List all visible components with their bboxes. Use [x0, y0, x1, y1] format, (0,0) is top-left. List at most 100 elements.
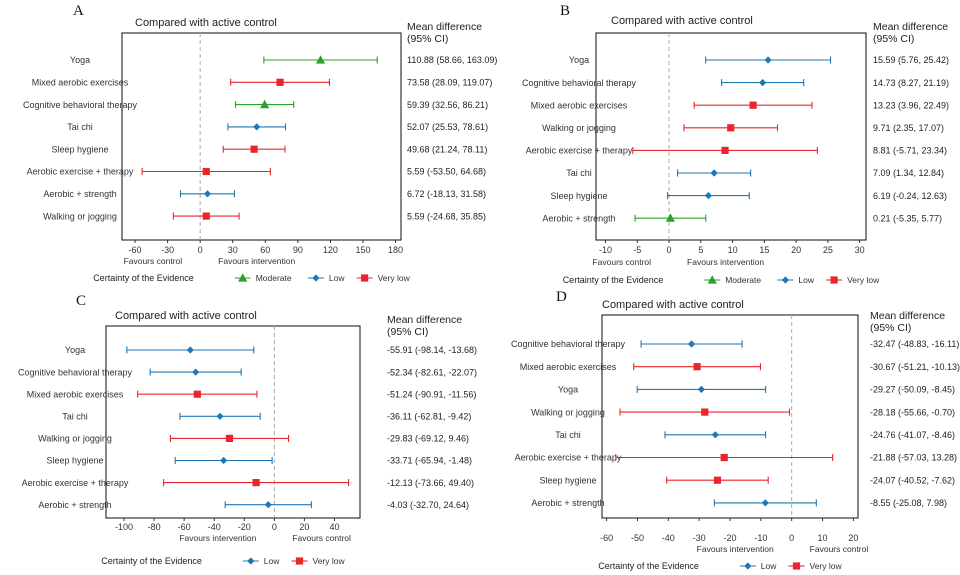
forest-row: Sleep hygiene -24.07 (-40.52, -7.62): [539, 475, 955, 485]
x-tick-label: 10: [728, 245, 738, 255]
ci-value-label: 0.21 (-5.35, 5.77): [873, 213, 942, 223]
point-estimate-marker: [721, 146, 729, 154]
row-label: Aerobic + strength: [542, 213, 615, 223]
ci-value-label: -29.83 (-69.12, 9.46): [387, 434, 469, 444]
x-tick-label: 20: [848, 533, 858, 543]
forest-row: Aerobic exercise + therapy 5.59 (-53.50, …: [27, 167, 486, 177]
point-estimate-marker: [260, 99, 270, 109]
ci-value-label: -24.07 (-40.52, -7.62): [870, 475, 955, 485]
legend-item-label: Very low: [810, 561, 843, 571]
row-label: Aerobic + strength: [531, 498, 604, 508]
row-label: Tai chi: [566, 168, 592, 178]
ci-value-label: -4.03 (-32.70, 24.64): [387, 500, 469, 510]
forest-row: Sleep hygiene -33.71 (-65.94, -1.48): [46, 456, 472, 466]
legend-swatch-marker: [247, 557, 255, 565]
ci-value-label: -32.47 (-48.83, -16.11): [870, 339, 959, 349]
legend-item-label: Low: [264, 556, 280, 566]
row-label: Cognitive behavioral therapy: [511, 339, 626, 349]
forest-row: Cognitive behavioral therapy -52.34 (-82.…: [18, 367, 477, 377]
x-tick-label: -60: [129, 245, 142, 255]
row-label: Aerobic + strength: [43, 189, 116, 199]
x-tick-label: -40: [662, 533, 675, 543]
forest-row: Walking or jogging 9.71 (2.35, 17.07): [542, 123, 944, 133]
panel-c: C Compared with active control Mean differ…: [18, 293, 477, 566]
point-estimate-marker: [186, 346, 194, 354]
x-tick-label: 0: [272, 522, 277, 532]
point-estimate-marker: [252, 479, 260, 487]
point-estimate-marker: [192, 368, 200, 376]
legend-swatch-marker: [781, 276, 789, 284]
forest-row: Aerobic exercise + therapy -12.13 (-73.66…: [22, 478, 474, 488]
point-estimate-marker: [697, 385, 706, 393]
row-label: Cognitive behavioral therapy: [23, 100, 138, 110]
point-estimate-marker: [749, 101, 757, 109]
plot-frame: [121, 32, 402, 241]
legend-item-label: Low: [329, 273, 345, 283]
legend-item-label: Moderate: [725, 275, 761, 285]
legend-swatch-marker: [312, 274, 320, 282]
forest-row: Aerobic exercise + therapy 8.81 (-5.71, 2…: [526, 146, 947, 156]
forest-row: Sleep hygiene 6.19 (-0.24, 12.63): [550, 191, 947, 201]
row-label: Mixed aerobic exercises: [32, 78, 129, 88]
x-tick-label: 180: [388, 245, 403, 255]
row-label: Mixed aerobic exercises: [520, 362, 617, 372]
ci-value-label: 8.81 (-5.71, 23.34): [873, 146, 947, 156]
row-label: Yoga: [558, 385, 578, 395]
panel-title: Compared with active control: [602, 299, 744, 311]
x-tick-label: -10: [599, 245, 612, 255]
legend-item-label: Very low: [313, 556, 346, 566]
row-label: Walking or jogging: [43, 211, 117, 221]
x-tick-label: 120: [323, 245, 338, 255]
row-label: Sleep hygiene: [539, 475, 596, 485]
panel-d: D Compared with active control Mean differ…: [511, 289, 960, 571]
point-estimate-marker: [276, 78, 284, 86]
forest-row: Aerobic + strength 0.21 (-5.35, 5.77): [542, 213, 942, 223]
x-tick-label: 0: [789, 533, 794, 543]
panel-a: A Compared with active control Mean differ…: [23, 3, 497, 283]
forest-row: Cognitive behavioral therapy 14.73 (8.27,…: [522, 78, 949, 88]
point-estimate-marker: [264, 501, 272, 509]
forest-row: Tai chi 7.09 (1.34, 12.84): [566, 168, 944, 178]
legend-item-label: Very low: [378, 273, 411, 283]
ci-value-label: 52.07 (25.53, 78.61): [407, 122, 488, 132]
forest-row: Cognitive behavioral therapy 59.39 (32.56…: [23, 99, 488, 110]
forest-row: Cognitive behavioral therapy -32.47 (-48.…: [511, 339, 959, 349]
plot-frame: [601, 314, 859, 519]
x-tick-label: 150: [355, 245, 370, 255]
legend-title: Certainty of the Evidence: [598, 561, 699, 571]
x-tick-label: -30: [693, 533, 706, 543]
point-estimate-marker: [315, 55, 326, 64]
point-estimate-marker: [761, 499, 769, 507]
x-tick-label: -20: [723, 533, 736, 543]
row-label: Sleep hygiene: [550, 191, 607, 201]
row-label: Aerobic exercise + therapy: [22, 478, 129, 488]
panel-letter: A: [73, 3, 84, 19]
legend-item-label: Low: [761, 561, 777, 571]
point-estimate-marker: [701, 408, 709, 416]
legend-title: Certainty of the Evidence: [93, 273, 194, 283]
ci-value-label: 6.19 (-0.24, 12.63): [873, 191, 947, 201]
point-estimate-marker: [704, 192, 712, 200]
row-label: Cognitive behavioral therapy: [522, 78, 637, 88]
forest-row: Aerobic + strength -8.55 (-25.08, 7.98): [531, 498, 947, 508]
legend-swatch-marker: [707, 275, 717, 284]
x-tick-label: 5: [698, 245, 703, 255]
ci-value-label: 49.68 (21.24, 78.11): [407, 144, 487, 154]
x-tick-label: -100: [115, 522, 133, 532]
forest-row: Mixed aerobic exercises -51.24 (-90.91, -…: [27, 389, 477, 399]
x-tick-label: -30: [161, 245, 174, 255]
x-tick-label: 10: [818, 533, 828, 543]
x-tick-label: -60: [178, 522, 191, 532]
legend-swatch-marker: [792, 562, 801, 570]
ci-value-label: -55.91 (-98.14, -13.68): [387, 345, 477, 355]
point-estimate-marker: [202, 167, 210, 176]
favours-left-label: Favours control: [124, 256, 183, 266]
legend: Certainty of the Evidence Low Very low: [598, 561, 842, 571]
forest-row: Tai chi -36.11 (-62.81, -9.42): [62, 412, 471, 422]
ci-value-label: -21.88 (-57.03, 13.28): [870, 453, 957, 463]
point-estimate-marker: [253, 123, 261, 131]
ci-value-label: -52.34 (-82.61, -22.07): [387, 367, 477, 377]
favours-left-label: Favours intervention: [179, 533, 256, 543]
row-label: Walking or jogging: [531, 407, 605, 417]
x-tick-label: 40: [329, 522, 339, 532]
